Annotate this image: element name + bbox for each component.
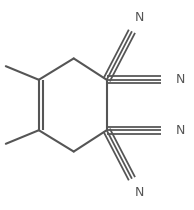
Text: N: N <box>176 73 185 86</box>
Text: N: N <box>135 11 144 24</box>
Text: N: N <box>176 124 185 137</box>
Text: N: N <box>135 186 144 199</box>
